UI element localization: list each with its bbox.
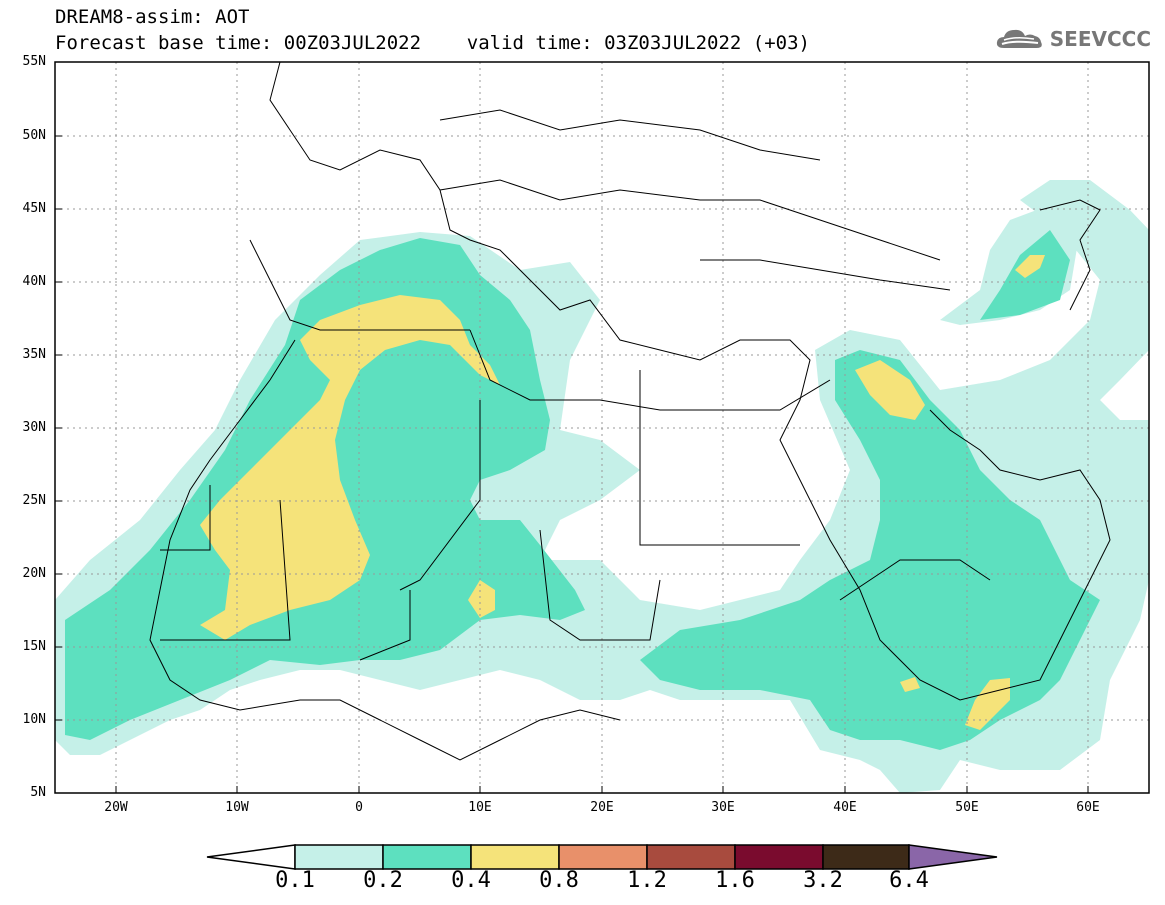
lat-label: 40N <box>22 274 46 289</box>
forecast-time-info: Forecast base time: 00Z03JUL2022 valid t… <box>55 32 810 54</box>
colorbar-label: 6.4 <box>889 868 929 893</box>
colorbar <box>206 844 998 870</box>
colorbar-label: 0.2 <box>363 868 403 893</box>
colorbar-swatch-5 <box>734 844 824 870</box>
aot-level-0.4 <box>200 255 1045 730</box>
colorbar-swatch-4 <box>646 844 736 870</box>
colorbar-swatch-1 <box>382 844 472 870</box>
gridlines <box>55 62 1149 793</box>
lon-label: 30E <box>711 800 735 815</box>
seevccc-logo: SEEVCCC <box>994 26 1151 52</box>
colorbar-swatch-3 <box>558 844 648 870</box>
colorbar-label: 0.8 <box>539 868 579 893</box>
colorbar-label: 3.2 <box>803 868 843 893</box>
lat-label: 25N <box>22 493 46 508</box>
lat-label: 15N <box>22 639 46 654</box>
lat-label: 5N <box>30 785 46 800</box>
lon-label: 40E <box>833 800 857 815</box>
lon-label: 20E <box>590 800 614 815</box>
map-title: DREAM8-assim: AOT <box>55 6 250 28</box>
lat-label: 45N <box>22 201 46 216</box>
colorbar-extend-low <box>206 844 296 870</box>
colorbar-label: 1.6 <box>715 868 755 893</box>
lat-label: 10N <box>22 712 46 727</box>
lat-label: 20N <box>22 566 46 581</box>
lat-label: 35N <box>22 347 46 362</box>
lon-label: 0 <box>355 800 363 815</box>
lon-label: 60E <box>1076 800 1100 815</box>
colorbar-extend-high <box>908 844 998 870</box>
lon-label: 10E <box>468 800 492 815</box>
colorbar-label: 0.1 <box>275 868 315 893</box>
colorbar-swatch-2 <box>470 844 560 870</box>
aot-contours <box>55 180 1149 793</box>
colorbar-swatch-0 <box>294 844 384 870</box>
lat-label: 50N <box>22 128 46 143</box>
cloud-icon <box>996 29 1042 48</box>
colorbar-swatch-6 <box>822 844 910 870</box>
lon-label: 10W <box>225 800 249 815</box>
lon-label: 20W <box>104 800 128 815</box>
lat-label: 55N <box>22 54 46 69</box>
colorbar-label: 1.2 <box>627 868 667 893</box>
coastlines <box>149 62 1111 761</box>
lon-label: 50E <box>955 800 979 815</box>
logo-text: SEEVCCC <box>1049 27 1151 51</box>
tick-marks <box>55 61 1089 793</box>
colorbar-label: 0.4 <box>451 868 491 893</box>
lat-label: 30N <box>22 420 46 435</box>
